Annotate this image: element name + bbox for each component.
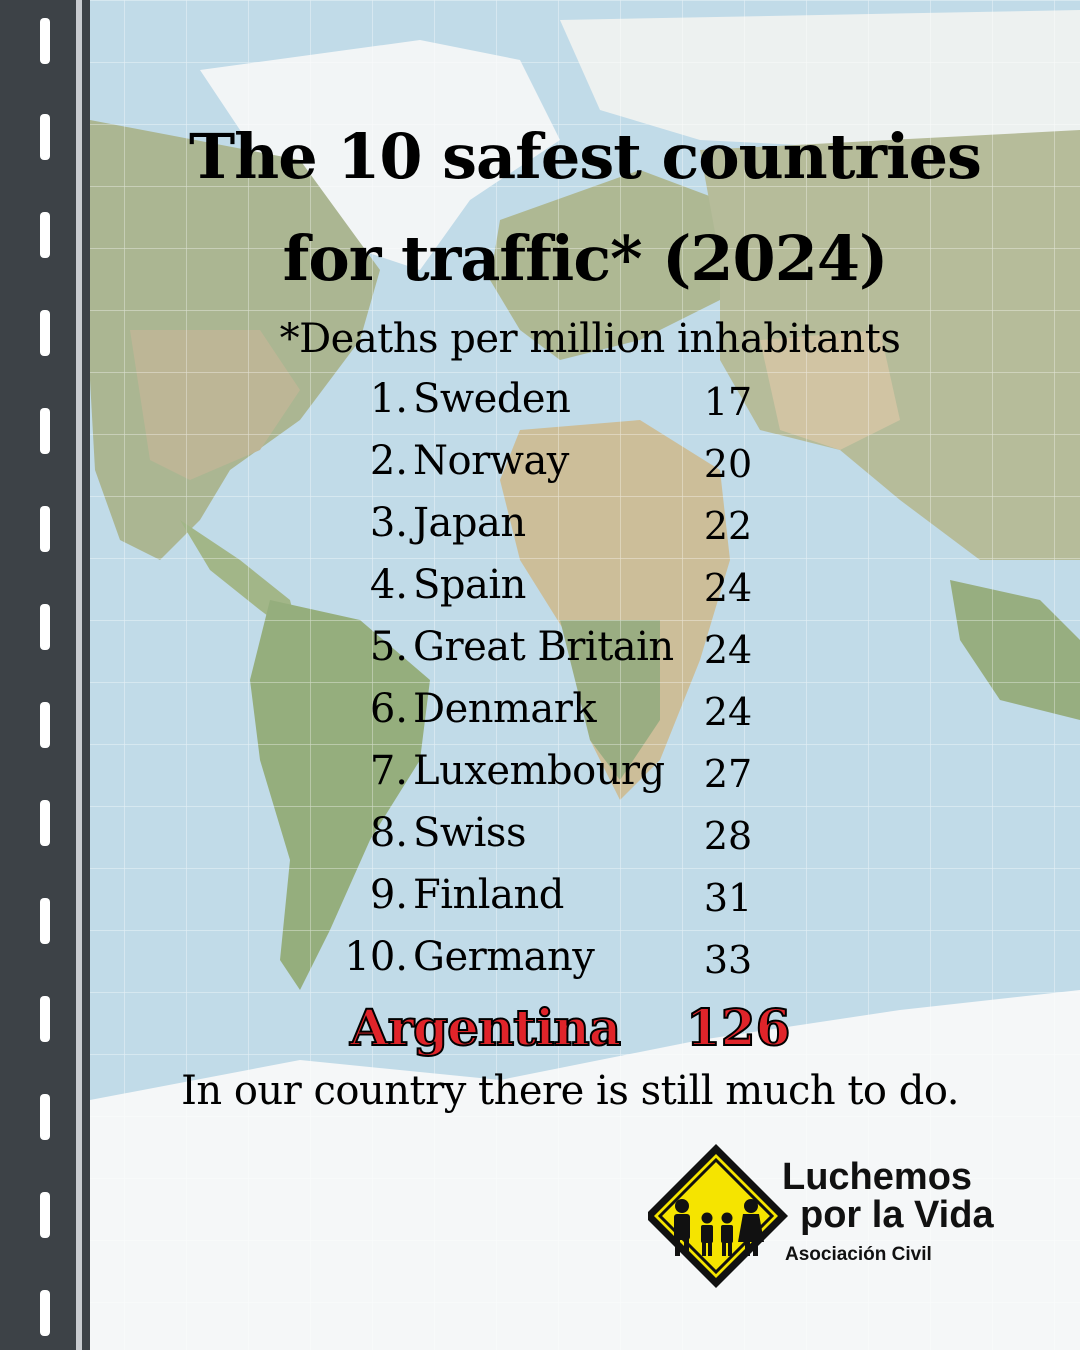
road-strip — [0, 0, 90, 1350]
highlight-country: Argentina — [349, 997, 622, 1058]
value-label: 28 — [703, 814, 753, 858]
table-row: 3. Japan 22 — [0, 500, 1080, 556]
country-label: Sweden — [413, 376, 571, 422]
country-label: Swiss — [413, 810, 527, 856]
value-label: 20 — [703, 442, 753, 486]
title-line-2: for traffic* (2024) — [282, 222, 889, 295]
value-label: 24 — [703, 690, 753, 734]
rank-label: 7. — [369, 748, 408, 794]
table-row: 9. Finland 31 — [0, 872, 1080, 928]
rank-label: 4. — [369, 562, 408, 608]
country-label: Denmark — [413, 686, 597, 732]
value-label: 24 — [703, 628, 753, 672]
rank-label: 6. — [369, 686, 408, 732]
value-label: 22 — [703, 504, 753, 548]
value-label: 17 — [703, 380, 753, 424]
title-line-1: The 10 safest countries — [189, 120, 982, 193]
table-row: 2. Norway 20 — [0, 438, 1080, 494]
value-label: 33 — [703, 938, 753, 982]
country-label: Luxembourg — [413, 748, 665, 794]
subtitle: *Deaths per million inhabitants — [279, 316, 901, 362]
rank-label: 2. — [369, 438, 408, 484]
rank-label: 1. — [369, 376, 408, 422]
table-row: 7. Luxembourg 27 — [0, 748, 1080, 804]
country-label: Japan — [413, 500, 526, 546]
table-row: 6. Denmark 24 — [0, 686, 1080, 742]
country-label: Germany — [413, 934, 595, 980]
value-label: 31 — [703, 876, 753, 920]
country-label: Norway — [413, 438, 569, 484]
value-label: 27 — [703, 752, 753, 796]
rank-label: 9. — [369, 872, 408, 918]
value-label: 24 — [703, 566, 753, 610]
country-label: Finland — [413, 872, 564, 918]
rank-label: 10. — [344, 934, 408, 980]
rank-label: 3. — [369, 500, 408, 546]
table-row: 8. Swiss 28 — [0, 810, 1080, 866]
rank-label: 5. — [369, 624, 408, 670]
logo-name-line-1: Luchemos — [782, 1156, 973, 1198]
highlight-value: 126 — [685, 997, 791, 1058]
table-row: 5. Great Britain 24 — [0, 624, 1080, 680]
rank-label: 8. — [369, 810, 408, 856]
highlight-row: Argentina 126 — [0, 997, 1080, 1062]
country-label: Spain — [413, 562, 526, 608]
logo-name-line-2: por la Vida — [800, 1194, 994, 1236]
footer-message: In our country there is still much to do… — [181, 1068, 959, 1114]
table-row: 10. Germany 33 — [0, 934, 1080, 990]
logo-tagline: Asociación Civil — [785, 1244, 932, 1265]
family-road-sign-icon — [648, 1144, 788, 1288]
country-label: Great Britain — [413, 624, 674, 670]
table-row: 1. Sweden 17 — [0, 376, 1080, 432]
table-row: 4. Spain 24 — [0, 562, 1080, 618]
